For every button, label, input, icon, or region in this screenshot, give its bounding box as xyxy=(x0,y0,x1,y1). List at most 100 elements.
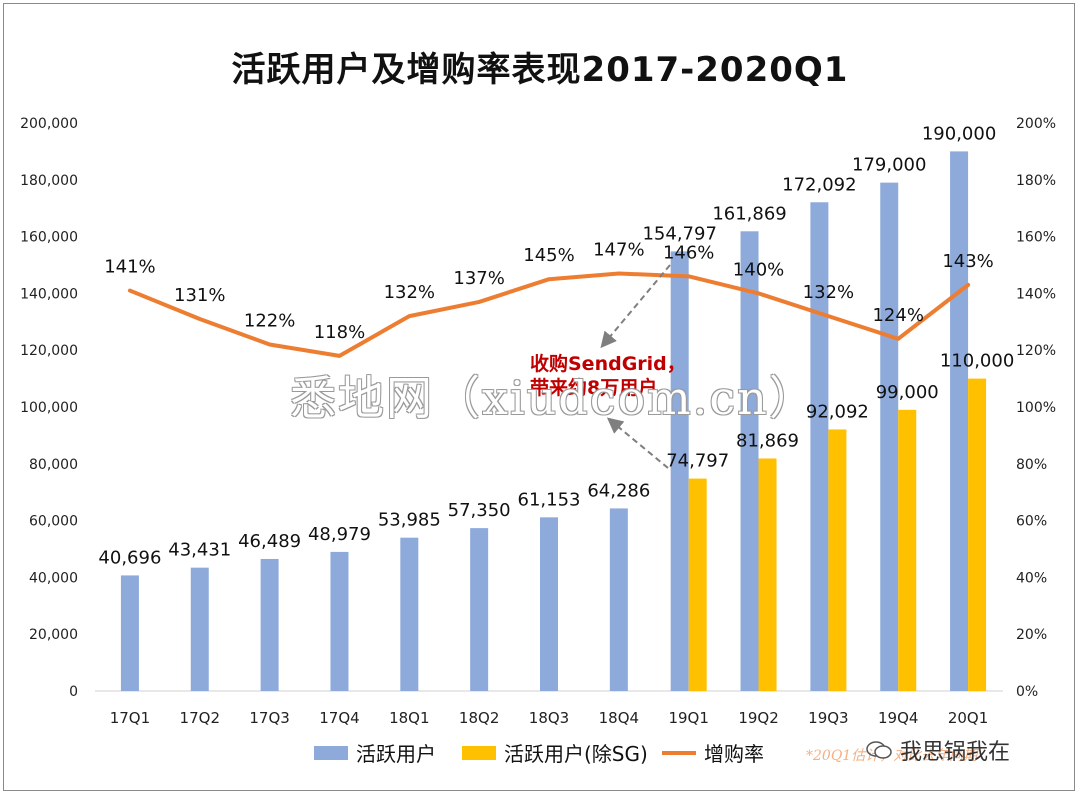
chart-title: 活跃用户及增购率表现2017-2020Q1 xyxy=(231,50,849,90)
watermark-text: 悉地网（xiudcom.cn） xyxy=(290,371,817,425)
bar-value-label: 74,797 xyxy=(666,451,729,472)
y-tick-label: 200,000 xyxy=(20,116,78,132)
bar-active-users-ex-sg xyxy=(758,458,777,691)
y-tick-label: 80,000 xyxy=(29,457,78,473)
y2-tick-label: 100% xyxy=(1016,400,1056,416)
bar-active-users-ex-sg xyxy=(828,429,847,691)
legend-swatch-yellow xyxy=(462,745,496,760)
y-tick-label: 60,000 xyxy=(29,514,78,530)
y-tick-label: 180,000 xyxy=(20,173,78,189)
bar-value-label: 53,985 xyxy=(378,510,441,531)
x-tick-label: 19Q3 xyxy=(808,709,848,727)
y2-tick-label: 80% xyxy=(1016,457,1047,473)
bar-active-users xyxy=(540,517,558,691)
bar-active-users xyxy=(810,202,829,691)
line-value-label: 131% xyxy=(174,285,225,306)
chart-legend: 活跃用户 活跃用户(除SG) 增购率 xyxy=(0,738,1080,768)
bar-value-label: 179,000 xyxy=(852,155,926,176)
bar-value-label: 190,000 xyxy=(922,123,996,144)
line-value-label: 137% xyxy=(453,268,504,289)
wechat-name: 我思锅我在 xyxy=(900,740,1011,765)
bar-active-users xyxy=(740,231,759,691)
bar-active-users xyxy=(260,558,279,691)
bar-active-users xyxy=(330,551,349,691)
bar-value-label: 61,153 xyxy=(518,489,581,510)
bar-active-users xyxy=(400,537,419,691)
annotation-arrow-upper xyxy=(600,264,671,349)
legend-label: 增购率 xyxy=(704,742,764,766)
line-value-label: 145% xyxy=(523,245,574,266)
bar-value-label: 81,869 xyxy=(736,430,799,451)
line-value-label: 122% xyxy=(244,311,295,332)
legend-label: 活跃用户(除SG) xyxy=(504,742,648,766)
bar-active-users xyxy=(190,567,209,691)
y2-tick-label: 60% xyxy=(1016,514,1047,530)
line-value-label: 132% xyxy=(803,282,854,303)
legend-item-active-users: 活跃用户 xyxy=(314,738,436,767)
line-value-label: 147% xyxy=(593,240,644,261)
line-value-label: 124% xyxy=(872,305,923,326)
line-value-label: 141% xyxy=(104,257,155,278)
y-tick-label: 100,000 xyxy=(20,400,78,416)
legend-label: 活跃用户 xyxy=(356,742,436,766)
y2-tick-label: 140% xyxy=(1016,286,1056,302)
line-value-label: 140% xyxy=(733,259,784,280)
y2-tick-label: 20% xyxy=(1016,627,1047,643)
y-tick-label: 120,000 xyxy=(20,343,78,359)
bar-active-users-ex-sg xyxy=(688,478,707,691)
x-tick-label: 17Q1 xyxy=(110,709,150,727)
line-value-label: 132% xyxy=(384,282,435,303)
legend-item-upsell-rate: 增购率 xyxy=(662,738,764,767)
y2-tick-label: 120% xyxy=(1016,343,1056,359)
x-tick-label: 19Q2 xyxy=(738,709,778,727)
bar-value-label: 154,797 xyxy=(642,223,716,244)
x-tick-label: 18Q1 xyxy=(389,709,429,727)
line-value-label: 143% xyxy=(942,251,993,272)
bar-active-users-ex-sg xyxy=(968,378,987,691)
bar-active-users xyxy=(670,251,689,691)
y2-tick-label: 40% xyxy=(1016,570,1047,586)
x-tick-label: 18Q3 xyxy=(529,709,569,727)
bar-value-label: 92,092 xyxy=(806,401,869,422)
x-tick-label: 18Q2 xyxy=(459,709,499,727)
y2-tick-label: 0% xyxy=(1016,684,1038,700)
annotation-arrow-lower xyxy=(606,417,669,469)
bar-value-label: 99,000 xyxy=(876,382,939,403)
bar-value-label: 64,286 xyxy=(587,480,650,501)
y2-tick-label: 200% xyxy=(1016,116,1056,132)
line-value-label: 146% xyxy=(663,242,714,263)
acquisition-annotation: 收购SendGrid， 带来约8万用户 xyxy=(530,352,686,400)
bar-value-label: 43,431 xyxy=(168,540,231,561)
x-tick-label: 17Q4 xyxy=(319,709,359,727)
x-tick-label: 17Q2 xyxy=(180,709,220,727)
y-tick-label: 160,000 xyxy=(20,230,78,246)
bar-active-users xyxy=(609,508,628,691)
line-value-label: 118% xyxy=(314,322,365,343)
bar-value-label: 46,489 xyxy=(238,531,301,552)
y2-tick-label: 180% xyxy=(1016,173,1056,189)
bar-value-label: 40,696 xyxy=(98,547,161,568)
x-tick-label: 18Q4 xyxy=(599,709,639,727)
y-tick-label: 0 xyxy=(69,684,78,700)
footnote: *20Q1估计，对比去年同期 xyxy=(806,748,978,764)
y-tick-label: 140,000 xyxy=(20,286,78,302)
legend-item-active-users-ex-sg: 活跃用户(除SG) xyxy=(462,738,648,767)
y-tick-label: 40,000 xyxy=(29,570,78,586)
annotation-line-1: 收购SendGrid， xyxy=(530,353,686,375)
x-tick-label: 20Q1 xyxy=(948,709,988,727)
x-tick-label: 19Q4 xyxy=(878,709,918,727)
legend-swatch-blue xyxy=(314,745,348,760)
legend-swatch-line xyxy=(662,750,696,755)
bar-active-users xyxy=(470,528,489,691)
bar-active-users-ex-sg xyxy=(898,409,917,691)
bar-active-users xyxy=(950,151,969,691)
bar-value-label: 172,092 xyxy=(782,174,856,195)
bar-value-label: 48,979 xyxy=(308,524,371,545)
y2-tick-label: 160% xyxy=(1016,230,1056,246)
wechat-account: 我思锅我在 xyxy=(866,734,1010,766)
bar-value-label: 110,000 xyxy=(940,351,1014,372)
y-tick-label: 20,000 xyxy=(29,627,78,643)
bar-active-users xyxy=(880,182,899,691)
line-upsell-rate xyxy=(127,271,971,358)
